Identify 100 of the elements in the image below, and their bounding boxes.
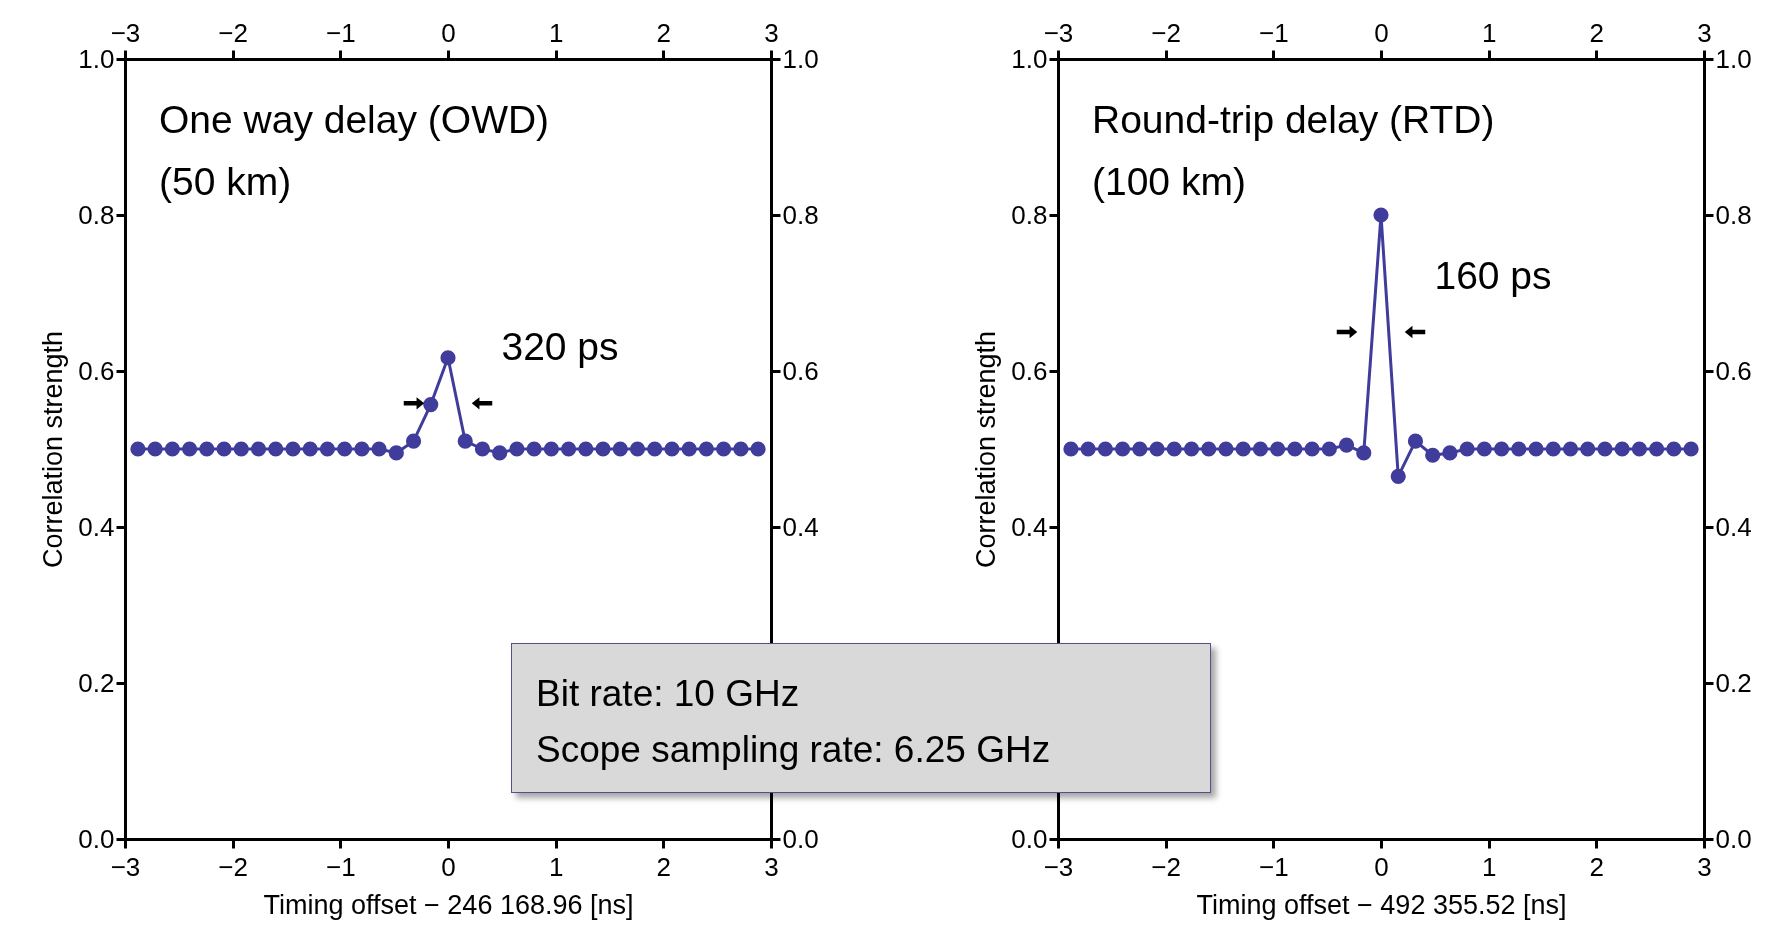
point — [1166, 441, 1182, 457]
point — [664, 441, 680, 457]
annotation: Scope sampling rate: 6.25 GHz — [536, 728, 1052, 772]
annotation: 160 ps — [1434, 254, 1552, 297]
x-tick-label: −1 — [1259, 851, 1289, 882]
point — [302, 441, 318, 457]
point — [595, 441, 611, 457]
x2-tick-label: −1 — [326, 17, 356, 48]
point — [216, 441, 232, 457]
point — [182, 441, 198, 457]
point — [1080, 441, 1096, 457]
point — [1356, 445, 1372, 461]
point — [509, 441, 525, 457]
point — [1683, 441, 1699, 457]
point — [1476, 441, 1492, 457]
point — [629, 441, 646, 457]
point — [1252, 441, 1268, 457]
y-tick-label: 0.2 — [78, 667, 115, 698]
point — [147, 441, 163, 457]
point — [285, 441, 301, 457]
y2-tick-label: 0.6 — [1715, 355, 1752, 386]
y2-tick-label: 0.2 — [1715, 667, 1752, 698]
point — [319, 441, 335, 457]
y-axis-title: Correlation strength — [38, 330, 69, 569]
point — [492, 445, 508, 461]
point — [268, 441, 284, 457]
x-tick-label: −2 — [1151, 851, 1181, 882]
x-tick-label: 3 — [764, 851, 779, 882]
x2-tick-label: 2 — [1589, 17, 1605, 48]
point — [250, 441, 267, 457]
point — [1115, 441, 1131, 457]
x-axis-title: Timing offset − 246 168.96 [ns] — [263, 889, 634, 920]
point — [1649, 441, 1665, 457]
point — [457, 433, 473, 449]
point — [1459, 441, 1475, 457]
x2-tick-label: 0 — [441, 17, 456, 48]
point — [1235, 441, 1251, 457]
y2-tick-label: 0.4 — [782, 511, 819, 542]
y2-tick-label: 1.0 — [782, 43, 819, 74]
point — [733, 441, 749, 457]
x2-tick-label: −2 — [218, 17, 248, 48]
point — [164, 441, 180, 457]
annotation: 320 ps — [501, 325, 619, 369]
annotation: (100 km) — [1092, 160, 1246, 203]
point — [233, 441, 249, 457]
point — [543, 441, 559, 457]
point — [1338, 437, 1355, 453]
point — [1063, 441, 1079, 457]
x-tick-label: 0 — [1374, 851, 1389, 882]
x-tick-label: 2 — [1589, 851, 1605, 882]
point — [1425, 447, 1441, 463]
x-tick-label: 1 — [548, 851, 564, 882]
annotation: Round-trip delay (RTD) — [1092, 98, 1495, 141]
text-box: Bit rate: 10 GHz Scope sampling rate: 6.25 GHz — [511, 643, 1211, 793]
point — [1132, 441, 1148, 457]
point — [423, 396, 439, 413]
point — [750, 441, 766, 457]
point — [1511, 441, 1527, 457]
point — [371, 441, 387, 457]
x2-tick-label: 1 — [548, 17, 564, 48]
point — [1407, 433, 1424, 449]
point — [354, 441, 370, 457]
point — [612, 441, 628, 457]
x2-tick-label: 1 — [1481, 17, 1497, 48]
y-tick-label: 0.8 — [78, 199, 115, 230]
point — [1304, 441, 1320, 457]
point — [405, 433, 422, 449]
x-tick-label: −1 — [326, 851, 356, 882]
point — [1631, 441, 1647, 457]
point — [681, 441, 697, 457]
point — [698, 441, 714, 457]
x-axis-title: Timing offset − 492 355.52 [ns] — [1196, 889, 1567, 920]
point — [1201, 441, 1217, 457]
point — [1597, 441, 1613, 457]
x-tick-label: −2 — [218, 851, 248, 882]
point — [1390, 468, 1406, 484]
y2-tick-label: 0.0 — [1715, 823, 1752, 854]
y-axis-title: Correlation strength — [971, 330, 1002, 569]
y2-tick-label: 1.0 — [1715, 43, 1752, 74]
x2-tick-label: 2 — [656, 17, 672, 48]
point — [1580, 441, 1596, 457]
y2-tick-label: 0.0 — [782, 823, 819, 854]
x2-tick-label: 3 — [1697, 17, 1712, 48]
x2-tick-label: 0 — [1374, 17, 1389, 48]
y-tick-label: 0.6 — [78, 355, 115, 386]
point — [716, 441, 732, 457]
annotation: Bit rate: 10 GHz — [536, 672, 801, 716]
point — [474, 441, 491, 457]
y-tick-label: 0.8 — [1011, 199, 1048, 230]
x2-tick-label: −1 — [1259, 17, 1289, 48]
point — [130, 441, 146, 457]
point — [1373, 207, 1389, 223]
y-tick-label: 0.6 — [1011, 355, 1048, 386]
y-tick-label: 0.0 — [1011, 823, 1048, 854]
point — [1218, 441, 1234, 457]
y-tick-label: 0.0 — [78, 823, 115, 854]
x2-tick-label: 3 — [764, 17, 779, 48]
point — [1321, 441, 1337, 457]
point — [1666, 441, 1682, 457]
point — [1183, 441, 1200, 457]
